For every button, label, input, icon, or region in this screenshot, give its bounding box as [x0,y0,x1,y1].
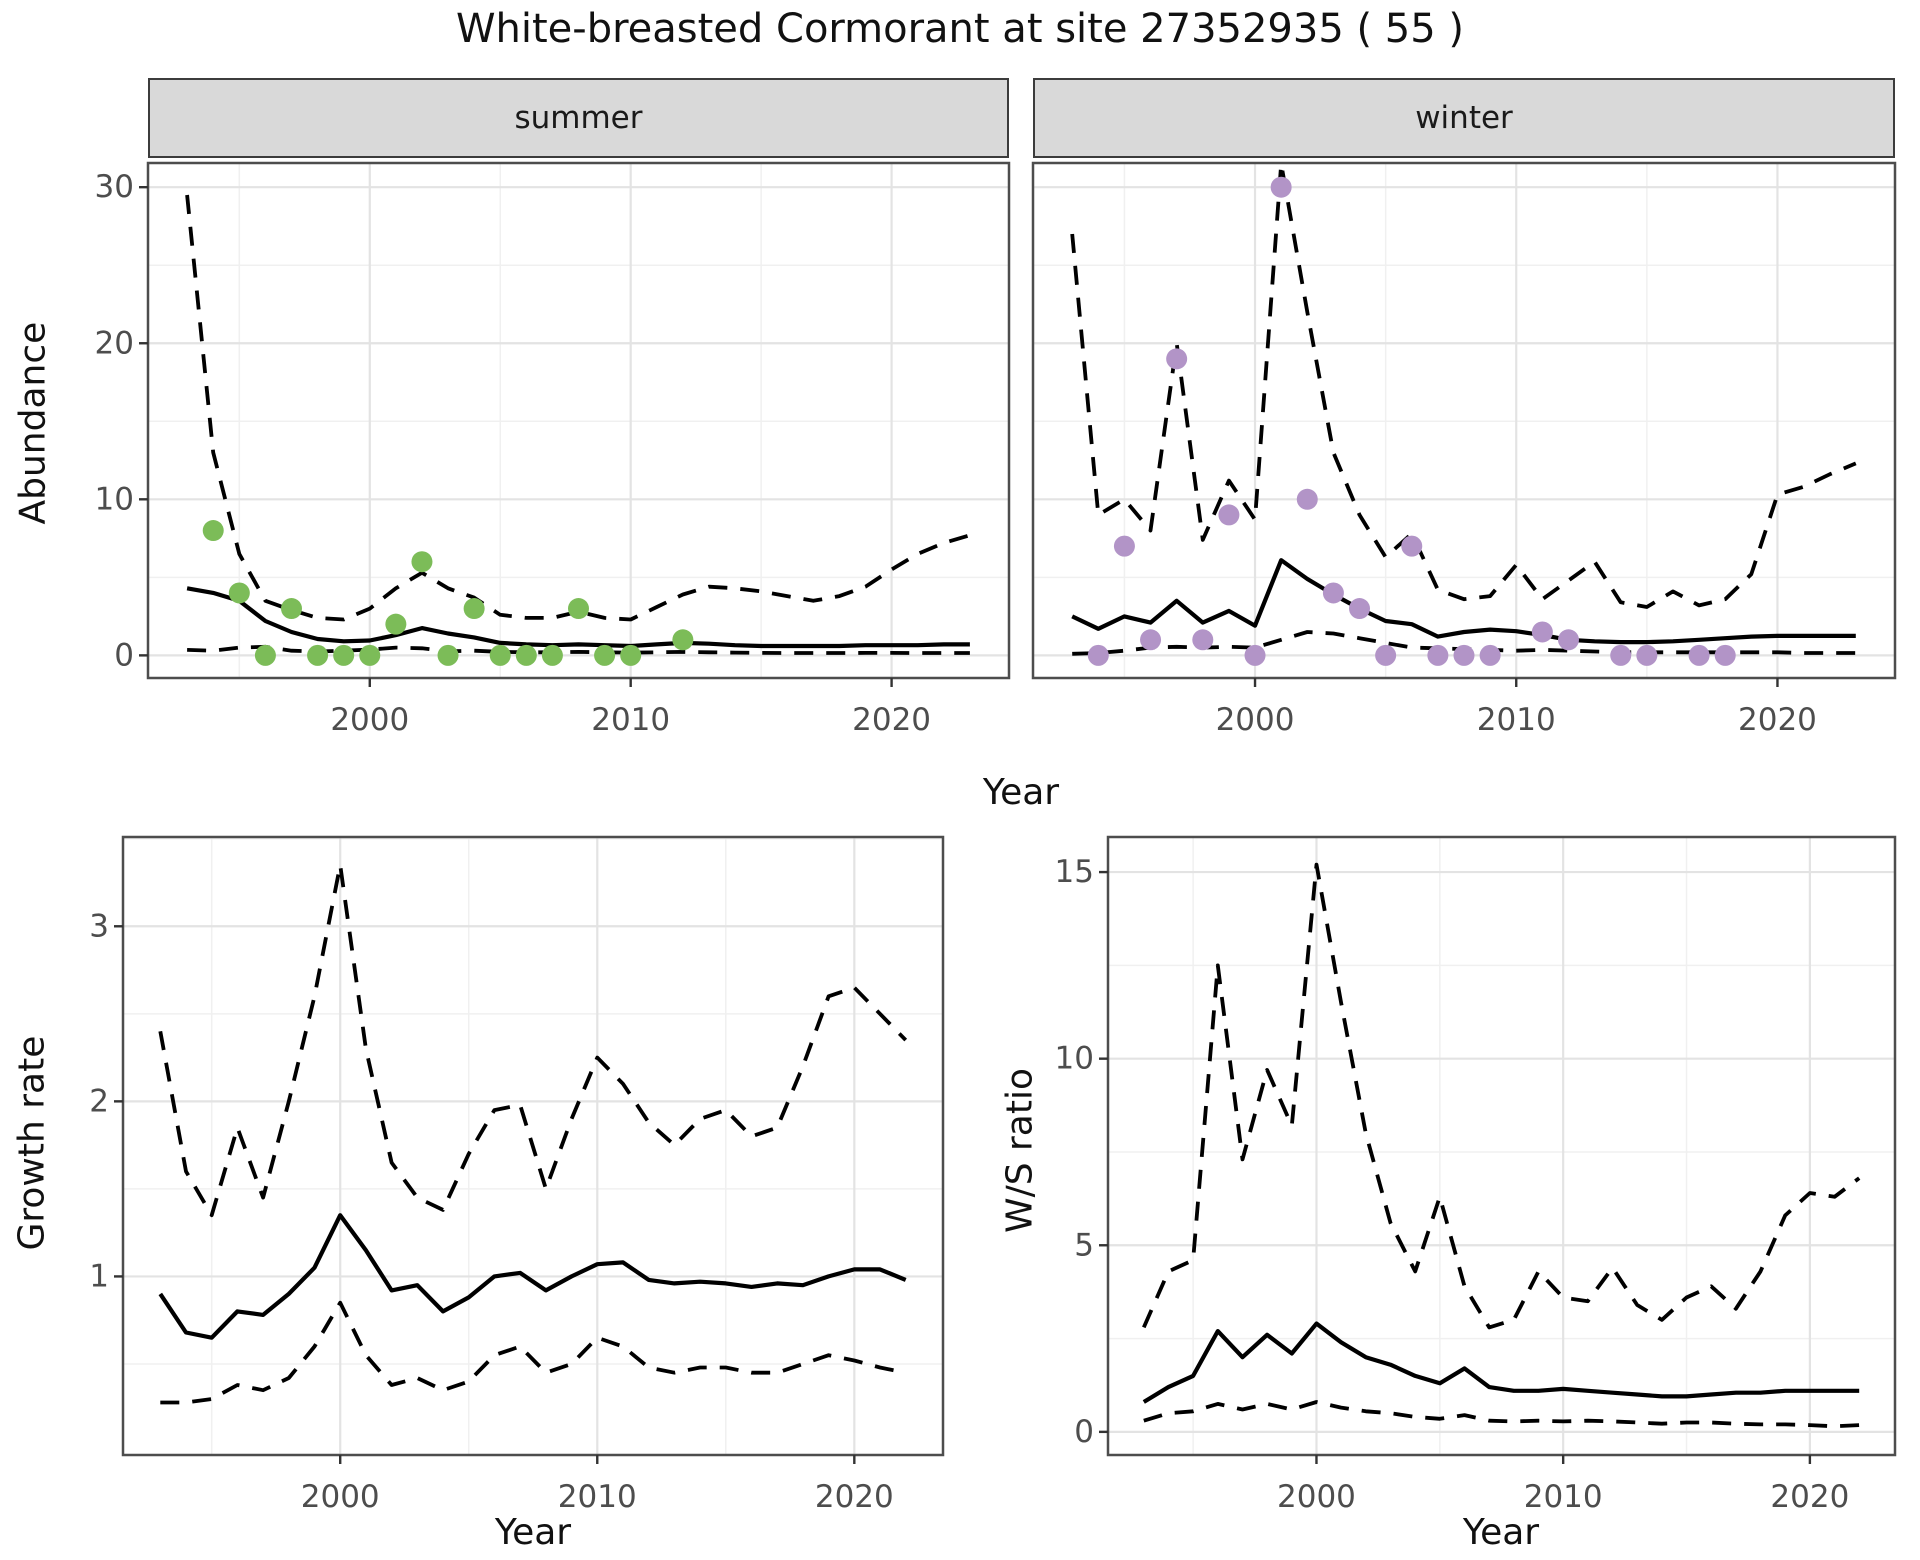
axis-tick-label: 10 [95,481,134,517]
panel-background [1033,163,1895,678]
panel-border [1031,161,1897,680]
data-point [1113,535,1135,557]
data-point [437,644,459,666]
data-point [1636,644,1658,666]
data-point [594,644,616,666]
data-point [1244,644,1266,666]
data-point [333,644,355,666]
data-point [385,613,407,635]
x-axis-title-year-top: Year [982,772,1060,813]
axis-tick-label: 2 [89,1083,109,1119]
data-point [1140,629,1162,651]
series-line-estimate [158,1213,907,1340]
axis-tick-label: 2000 [330,702,409,738]
y-axis-title-ws-ratio: W/S ratio [999,1067,1041,1234]
data-point [202,520,224,542]
axis-tick-label: 30 [95,169,134,205]
axis-tick-label: 5 [1074,1227,1094,1263]
series-line-estimate [1071,558,1856,645]
panel-border [146,161,1011,680]
panel-growth: 2000 2010 2020 1 2 3 [89,835,945,1515]
panel-summer: 2000 2010 2020 0 10 20 30 [95,161,1011,738]
axis-tick-label: 3 [89,908,109,944]
data-point [359,644,381,666]
chart-title: White-breasted Cormorant at site 2735293… [455,6,1465,52]
axis-tick-label: 2000 [301,1479,380,1515]
panel-winter: 2000 2010 2020 [1031,161,1897,738]
y-axis-title-growth-rate: Growth rate [11,1035,53,1251]
data-point [463,598,485,620]
data-point [1192,629,1214,651]
data-point [1166,348,1188,370]
facet-strip-winter: winter [1033,78,1895,158]
data-point [307,644,329,666]
facet-strip-summer: summer [148,78,1009,158]
data-point [1087,644,1109,666]
axis-tick-label: 2020 [1738,702,1817,738]
axis-tick-label: 2000 [1216,702,1295,738]
data-point [515,644,537,666]
data-point [1270,176,1292,198]
axis-tick-label: 0 [1074,1414,1094,1450]
facet-label-winter: winter [1415,100,1513,136]
series-line-upper95 [185,194,971,622]
data-point [1296,488,1318,510]
axis-tick-label: 2010 [558,1479,637,1515]
data-point [620,644,642,666]
data-point [1479,644,1501,666]
axis-tick-label: 2010 [591,702,670,738]
y-axis-title-abundance: Abundance [12,321,54,525]
data-point [1349,598,1371,620]
panel-background [148,163,1009,678]
data-point [1218,504,1240,526]
data-point [672,629,694,651]
axis-tick-label: 2020 [1770,1479,1849,1515]
data-point [1531,621,1553,643]
axis-tick-label: 15 [1055,854,1094,890]
series-line-upper95 [158,863,908,1218]
facet-label-summer: summer [514,100,643,136]
series-line-lower95 [160,1300,907,1405]
axis-tick-label: 2000 [1277,1479,1356,1515]
panel-border [121,835,945,1457]
data-point [411,551,433,573]
axis-tick-label: 2020 [852,702,931,738]
data-point [1714,644,1736,666]
series-line-upper95 [1142,862,1861,1330]
series-line-estimate [1142,1321,1860,1404]
data-point [568,598,589,620]
data-point [1610,644,1632,666]
axis-tick-label: 0 [114,637,134,673]
panel-background [1108,837,1895,1455]
data-point [541,644,563,666]
x-axis-title-year-ws: Year [1462,1512,1540,1553]
axis-tick-label: 1 [89,1258,109,1294]
series-line-lower95 [1143,1400,1860,1429]
series-line-estimate [186,586,970,649]
axis-tick-label: 20 [95,325,134,361]
series-line-upper95 [1070,161,1857,609]
axis-tick-label: 2010 [1477,702,1556,738]
data-point [254,644,276,666]
data-point [1375,644,1397,666]
data-point [1427,644,1449,666]
data-point [1322,582,1344,604]
panel-border [1106,835,1897,1457]
data-point [489,644,511,666]
x-axis-title-year-growth: Year [494,1512,572,1553]
panel-ws: 2000 2010 2020 0 5 10 15 [1055,835,1897,1515]
data-point [1401,535,1423,557]
axis-tick-label: 10 [1055,1041,1094,1077]
data-point [1557,629,1579,651]
data-point [281,598,302,620]
axis-tick-label: 2020 [815,1479,894,1515]
data-point [228,582,250,604]
data-point [1453,644,1475,666]
data-point [1688,644,1710,666]
axis-tick-label: 2010 [1524,1479,1603,1515]
